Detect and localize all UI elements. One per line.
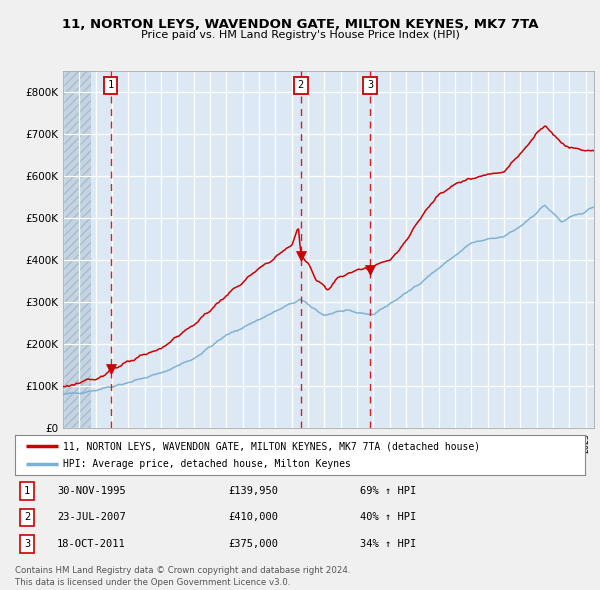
Text: 3: 3 xyxy=(24,539,30,549)
Text: Contains HM Land Registry data © Crown copyright and database right 2024.: Contains HM Land Registry data © Crown c… xyxy=(15,566,350,575)
Text: 2: 2 xyxy=(24,513,30,522)
Text: Price paid vs. HM Land Registry's House Price Index (HPI): Price paid vs. HM Land Registry's House … xyxy=(140,30,460,40)
Bar xyxy=(63,71,91,428)
Text: 40% ↑ HPI: 40% ↑ HPI xyxy=(360,513,416,522)
Text: 18-OCT-2011: 18-OCT-2011 xyxy=(57,539,126,549)
Text: 2: 2 xyxy=(298,80,304,90)
Text: 1: 1 xyxy=(24,486,30,496)
Text: This data is licensed under the Open Government Licence v3.0.: This data is licensed under the Open Gov… xyxy=(15,578,290,587)
Text: 11, NORTON LEYS, WAVENDON GATE, MILTON KEYNES, MK7 7TA: 11, NORTON LEYS, WAVENDON GATE, MILTON K… xyxy=(62,18,538,31)
Text: £375,000: £375,000 xyxy=(228,539,278,549)
Text: £139,950: £139,950 xyxy=(228,486,278,496)
Text: 3: 3 xyxy=(367,80,373,90)
Text: 34% ↑ HPI: 34% ↑ HPI xyxy=(360,539,416,549)
Text: 1: 1 xyxy=(107,80,114,90)
Text: 11, NORTON LEYS, WAVENDON GATE, MILTON KEYNES, MK7 7TA (detached house): 11, NORTON LEYS, WAVENDON GATE, MILTON K… xyxy=(64,441,481,451)
Text: £410,000: £410,000 xyxy=(228,513,278,522)
Text: 69% ↑ HPI: 69% ↑ HPI xyxy=(360,486,416,496)
Text: HPI: Average price, detached house, Milton Keynes: HPI: Average price, detached house, Milt… xyxy=(64,458,352,468)
Text: 30-NOV-1995: 30-NOV-1995 xyxy=(57,486,126,496)
Text: 23-JUL-2007: 23-JUL-2007 xyxy=(57,513,126,522)
